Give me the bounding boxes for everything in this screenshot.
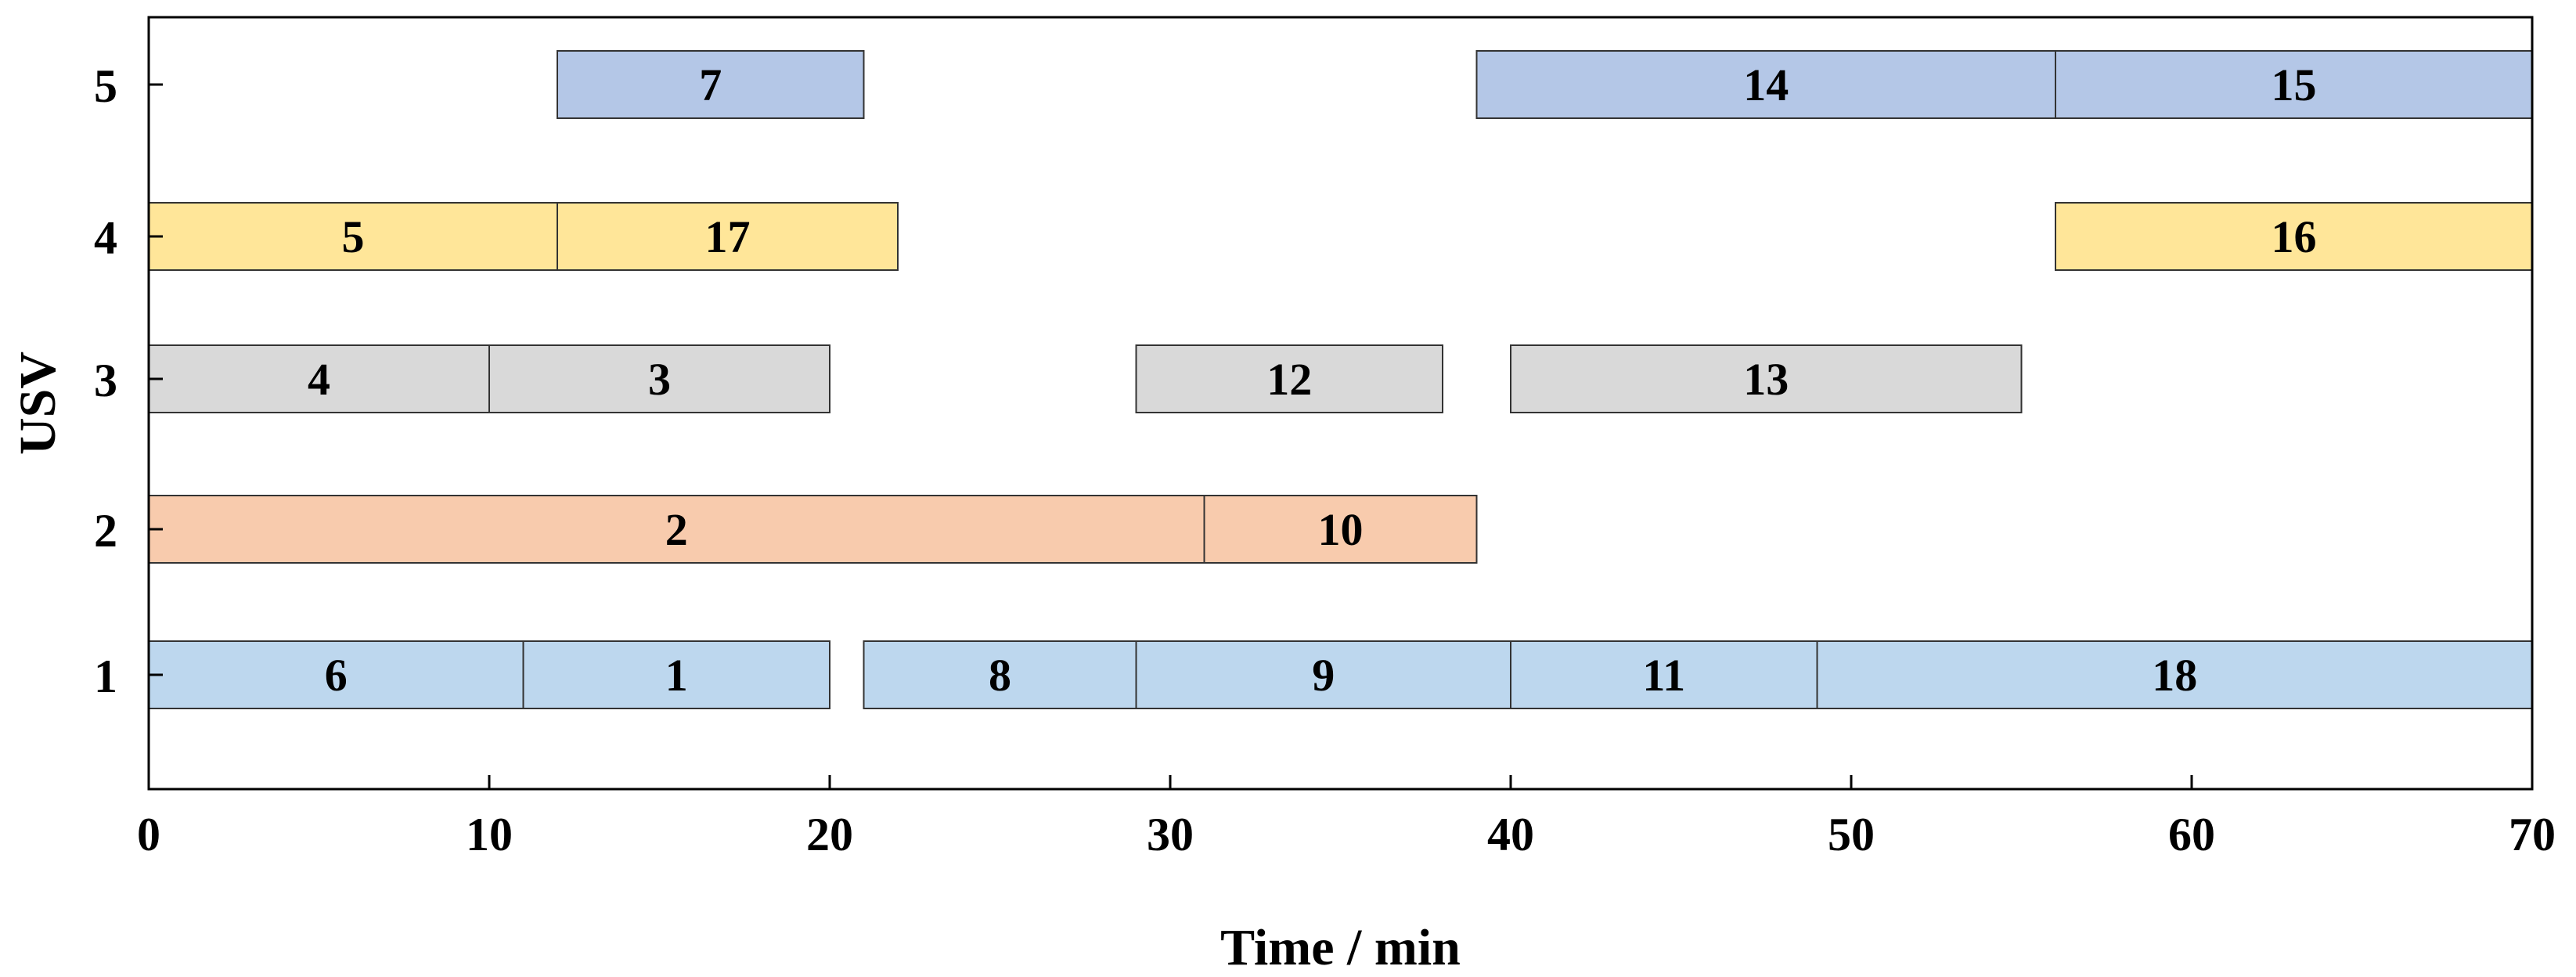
task-label-11: 11 [1642,650,1685,701]
task-bar-usv4-5 [148,202,558,271]
task-label-18: 18 [2152,650,2197,701]
y-tick-label-4: 4 [94,212,117,264]
y-tick-label-2: 2 [94,505,117,557]
task-label-2: 2 [665,504,688,555]
x-tick-label-40: 40 [1487,809,1534,860]
task-bar-usv1-11 [1510,640,1818,709]
task-label-9: 9 [1312,650,1335,701]
task-label-17: 17 [705,211,751,262]
task-label-4: 4 [308,354,330,405]
x-axis-title: Time / min [1220,919,1461,976]
bars-layer: 6 1 8 9 11 182 104 3 12 135 17 167 14 15 [148,50,2533,709]
task-bar-usv3-13 [1510,344,2023,413]
task-label-14: 14 [1743,59,1789,110]
task-label-3: 3 [648,354,671,405]
x-tick-label-30: 30 [1147,809,1194,860]
task-label-12: 12 [1266,354,1312,405]
task-label-13: 13 [1743,354,1789,405]
task-label-16: 16 [2272,211,2317,262]
task-bar-usv5-14 [1475,50,2056,119]
task-label-8: 8 [989,650,1011,701]
x-tick-label-70: 70 [2509,809,2556,860]
ticks-layer [147,83,2534,789]
task-bar-usv1-9 [1135,640,1511,709]
x-tick-label-20: 20 [806,809,853,860]
x-tick-label-0: 0 [137,809,160,860]
plot-frame [147,16,2534,791]
y-tick-label-3: 3 [94,355,117,406]
task-label-5: 5 [342,211,365,262]
task-bar-usv5-15 [2055,50,2533,119]
x-tick-label-10: 10 [466,809,513,860]
task-label-7: 7 [699,59,722,110]
task-bar-usv1-18 [1816,640,2533,709]
task-label-1: 1 [665,650,688,701]
y-axis-title: USV [9,352,67,455]
task-bar-usv1-8 [863,640,1137,709]
task-bar-usv4-17 [557,202,899,271]
task-bar-usv1-6 [148,640,524,709]
task-bar-usv3-12 [1135,344,1443,413]
task-label-6: 6 [325,650,348,701]
y-tick-label-1: 1 [94,651,117,702]
task-bar-usv3-3 [488,344,830,413]
task-bar-usv2-10 [1203,495,1478,564]
task-bar-usv5-7 [557,50,865,119]
task-bar-usv2-2 [148,495,1205,564]
task-bar-usv1-1 [522,640,830,709]
x-tick-label-60: 60 [2168,809,2215,860]
x-tick-label-50: 50 [1828,809,1875,860]
task-label-15: 15 [2272,59,2317,110]
task-label-10: 10 [1318,504,1364,555]
y-tick-label-5: 5 [94,60,117,112]
